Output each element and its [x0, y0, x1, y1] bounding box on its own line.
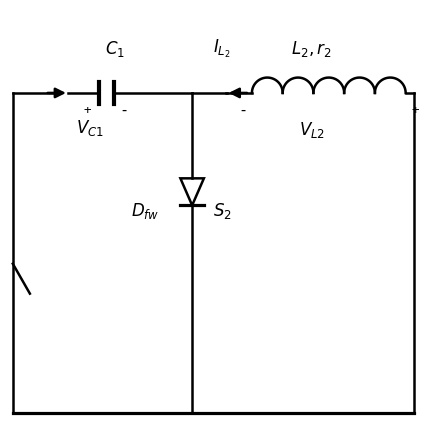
Text: $L_2, r_2$: $L_2, r_2$ — [291, 39, 331, 59]
Text: $D_{fw}$: $D_{fw}$ — [131, 201, 159, 221]
Text: -: - — [237, 102, 247, 118]
Text: $C_1$: $C_1$ — [105, 39, 125, 59]
Text: $V_{C1}$: $V_{C1}$ — [75, 118, 104, 138]
Text: +: + — [410, 104, 418, 116]
Text: $I_{L_2}$: $I_{L_2}$ — [213, 38, 230, 60]
Text: $V_{L2}$: $V_{L2}$ — [298, 120, 324, 140]
Text: +: + — [83, 104, 91, 116]
Text: -: - — [119, 102, 128, 118]
Text: $S_2$: $S_2$ — [212, 201, 231, 221]
